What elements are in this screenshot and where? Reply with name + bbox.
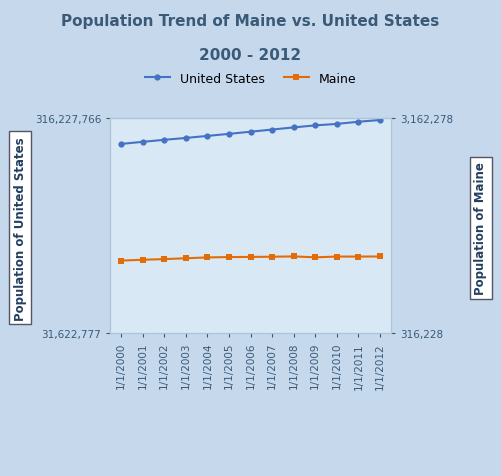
Text: Population Trend of Maine vs. United States: Population Trend of Maine vs. United Sta… <box>62 14 439 29</box>
United States <box>140 139 146 145</box>
Maine <box>247 255 254 260</box>
United States <box>312 123 318 129</box>
United States <box>226 132 232 138</box>
Maine <box>161 257 167 262</box>
Maine <box>183 256 189 262</box>
Maine <box>226 255 232 260</box>
Text: 2000 - 2012: 2000 - 2012 <box>199 48 302 62</box>
Maine <box>140 258 146 263</box>
Maine <box>204 255 210 261</box>
United States <box>183 136 189 141</box>
Maine <box>269 254 275 260</box>
United States <box>334 122 340 128</box>
Maine <box>355 254 361 260</box>
United States <box>204 134 210 139</box>
Maine <box>118 258 124 264</box>
United States <box>355 119 361 125</box>
Line: United States: United States <box>118 118 383 148</box>
Maine <box>312 255 318 261</box>
Text: Population of Maine: Population of Maine <box>474 162 487 295</box>
United States <box>269 128 275 133</box>
Maine <box>291 254 297 260</box>
Legend: United States, Maine: United States, Maine <box>140 68 361 90</box>
Line: Maine: Maine <box>118 254 383 264</box>
United States <box>161 138 167 143</box>
United States <box>377 118 383 124</box>
United States <box>247 129 254 135</box>
United States <box>291 125 297 131</box>
Maine <box>377 254 383 260</box>
Text: Population of United States: Population of United States <box>14 137 27 320</box>
United States <box>118 142 124 148</box>
Maine <box>334 254 340 260</box>
